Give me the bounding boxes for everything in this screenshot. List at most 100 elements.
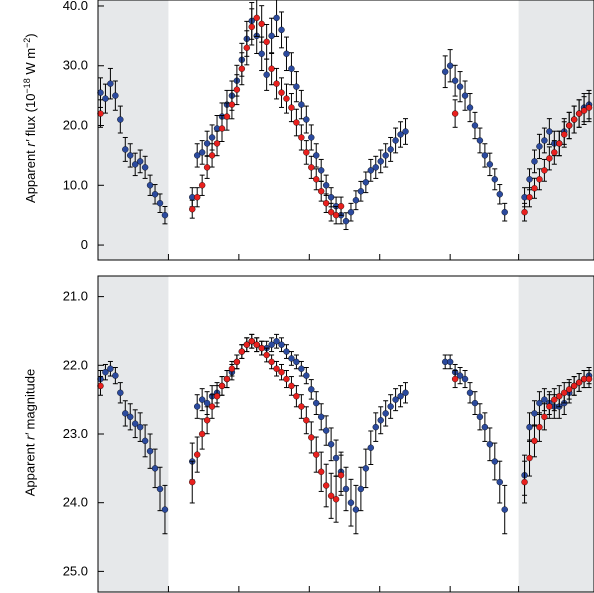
data-point-blue [491, 176, 498, 183]
data-point-blue [327, 441, 335, 448]
data-point-red [238, 348, 246, 355]
data-point-red [293, 119, 300, 126]
y-tick-label: 21.0 [63, 289, 88, 304]
data-point-blue [298, 101, 305, 108]
data-point-red [253, 341, 260, 348]
data-point-blue [293, 83, 300, 90]
data-point-red [213, 393, 221, 400]
data-point-red [570, 382, 578, 390]
data-point-blue [442, 68, 449, 75]
data-point-blue [536, 399, 543, 407]
data-point-red [327, 492, 335, 500]
data-point-red [283, 95, 290, 102]
y-axis-label-flux: Apparent r′ flux (10−18 W m−2) [22, 0, 38, 238]
data-point-blue [466, 389, 474, 396]
data-point-red [536, 423, 543, 431]
data-point-red [521, 208, 528, 216]
data-point-blue [278, 26, 285, 34]
data-point-blue [293, 358, 300, 366]
data-point-blue [273, 338, 280, 345]
data-point-blue [203, 399, 211, 407]
data-point-red [298, 134, 305, 141]
data-point-blue [456, 372, 464, 379]
data-point-blue [161, 211, 169, 219]
data-point-blue [486, 161, 494, 168]
shaded-region [518, 0, 594, 260]
y-label-exponent: −18 [21, 78, 32, 94]
data-point-red [531, 437, 538, 445]
data-point-blue [456, 83, 464, 90]
top-panel: 0 10.0 20.0 30.0 40.0 [63, 0, 594, 261]
data-point-blue [526, 423, 533, 431]
data-point-blue [102, 368, 109, 376]
data-point-blue [372, 423, 379, 431]
data-point-blue [541, 137, 548, 144]
data-point-blue [258, 50, 265, 57]
data-point-blue [107, 80, 114, 87]
y-label-text: flux (10 [23, 93, 39, 140]
data-point-red [337, 203, 345, 210]
data-point-blue [451, 77, 459, 84]
data-point-red [298, 403, 305, 410]
data-point-red [332, 496, 340, 503]
data-point-blue [141, 437, 149, 445]
data-point-red [526, 194, 533, 201]
data-point-blue [156, 200, 164, 207]
data-point-red [556, 140, 563, 147]
data-point-red [541, 413, 548, 421]
data-point-red [208, 403, 216, 410]
data-point-blue [193, 152, 201, 159]
data-point-blue [496, 191, 503, 198]
y-tick-label: 10.0 [63, 177, 88, 192]
data-point-blue [397, 131, 404, 138]
data-point-red [203, 164, 211, 171]
data-point-blue [288, 355, 295, 362]
data-point-red [580, 107, 588, 114]
data-point-blue [303, 372, 310, 379]
data-point-blue [268, 32, 275, 40]
y-tick-label: 25.0 [63, 563, 88, 578]
data-point-red [243, 341, 251, 348]
data-point-red [288, 382, 295, 390]
data-point-blue [327, 194, 335, 201]
y-label-prefix: Apparent [22, 439, 38, 497]
data-point-blue [471, 122, 479, 129]
data-point-blue [526, 176, 533, 183]
y-label-unit: W m [23, 47, 39, 79]
data-point-red [233, 358, 241, 366]
y-label-band: r′ [22, 433, 38, 440]
data-point-blue [501, 208, 508, 216]
data-point-blue [131, 161, 139, 168]
data-point-red [585, 104, 593, 111]
shaded-region [98, 0, 169, 260]
data-point-red [228, 365, 236, 372]
data-point-blue [387, 403, 394, 410]
data-point-blue [372, 164, 379, 171]
data-point-red [313, 176, 320, 183]
data-point-red [322, 200, 330, 207]
data-point-blue [146, 182, 154, 189]
data-point-blue [382, 410, 389, 417]
data-point-blue [136, 158, 144, 165]
data-point-blue [322, 182, 330, 189]
data-point-blue [536, 143, 543, 150]
data-point-blue [486, 441, 494, 448]
data-point-blue [97, 89, 104, 96]
data-point-blue [273, 14, 280, 22]
data-point-blue [367, 444, 374, 451]
data-point-blue [461, 375, 469, 383]
data-point-red [258, 344, 265, 352]
data-point-blue [313, 152, 320, 159]
data-point-blue [446, 358, 454, 366]
data-point-red [97, 110, 104, 117]
data-point-red [293, 393, 300, 400]
data-point-red [218, 125, 226, 132]
data-point-blue [151, 191, 159, 198]
data-point-red [263, 351, 270, 359]
data-point-blue [322, 427, 330, 434]
data-point-blue [377, 158, 384, 165]
data-point-red [253, 14, 260, 22]
data-point-red [561, 389, 568, 396]
y-tick-labels: 21.0 22.0 23.0 24.0 25.0 [63, 289, 88, 579]
